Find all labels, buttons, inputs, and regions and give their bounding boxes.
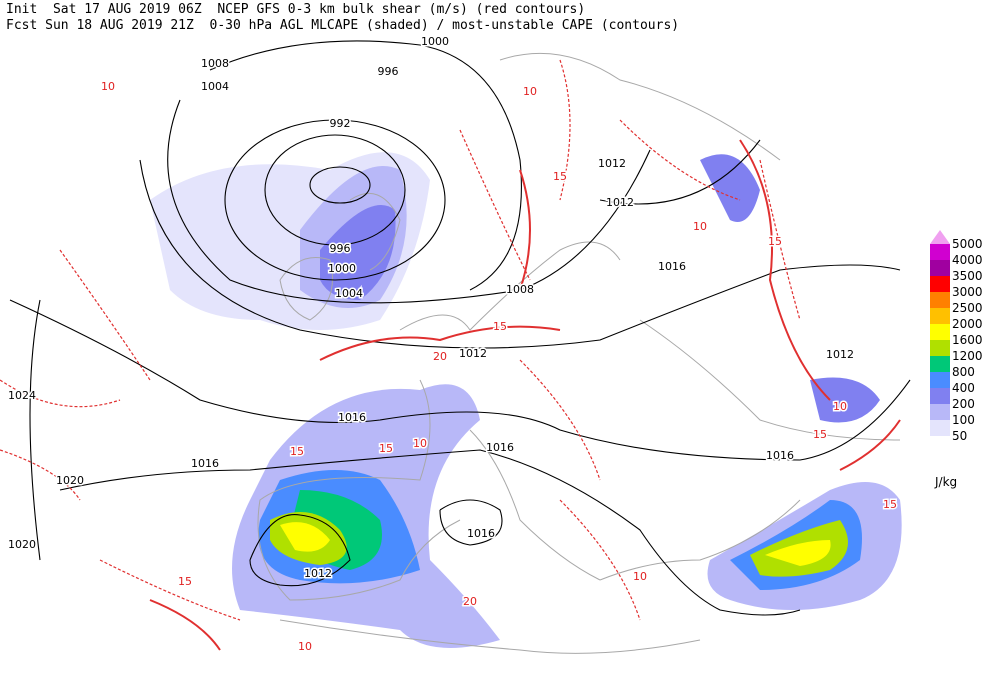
- isobar-label: 1008: [506, 283, 534, 296]
- isobar-label: 1012: [598, 157, 626, 170]
- isobar-label: 1008: [201, 57, 229, 70]
- shear-label: 15: [379, 442, 393, 455]
- legend-label: 3000: [952, 285, 983, 299]
- legend-swatch: [930, 230, 950, 244]
- isobar-label: 996: [330, 242, 351, 255]
- isobar-label: 996: [378, 65, 399, 78]
- shear-label: 10: [101, 80, 115, 93]
- legend-label: 4000: [952, 253, 983, 267]
- isobar-label: 1012: [606, 196, 634, 209]
- shear-label: 10: [413, 437, 427, 450]
- shear-label: 10: [523, 85, 537, 98]
- shear-label: 10: [833, 400, 847, 413]
- legend-label: 400: [952, 381, 975, 395]
- isobar-label: 1016: [486, 441, 514, 454]
- shear-label: 10: [633, 570, 647, 583]
- legend-swatch: [930, 388, 950, 404]
- isobar-label: 1000: [328, 262, 356, 275]
- isobar-label: 1012: [459, 347, 487, 360]
- legend-swatch: [930, 324, 950, 340]
- legend-label: 5000: [952, 237, 983, 251]
- legend-swatch: [930, 292, 950, 308]
- legend-swatch: [930, 356, 950, 372]
- shear-contours: [0, 59, 901, 651]
- shear-label: 20: [463, 595, 477, 608]
- isobar-label: 1012: [304, 567, 332, 580]
- legend-swatch: [930, 372, 950, 388]
- isobar-label: 1020: [56, 474, 84, 487]
- legend-label: 3500: [952, 269, 983, 283]
- isobar-label: 1004: [201, 80, 229, 93]
- cape-shading: [150, 152, 902, 648]
- legend-swatch: [930, 340, 950, 356]
- shear-label: 15: [290, 445, 304, 458]
- shear-label: 15: [813, 428, 827, 441]
- isobar-label: 1024: [8, 389, 36, 402]
- header-line: Fcst Sun 18 AUG 2019 21Z 0-30 hPa AGL ML…: [6, 18, 679, 33]
- shear-label: 15: [883, 498, 897, 511]
- legend-label: 200: [952, 397, 975, 411]
- legend-swatch: [930, 260, 950, 276]
- shear-label: 15: [493, 320, 507, 333]
- legend-swatch: [930, 276, 950, 292]
- isobar-label: 1016: [658, 260, 686, 273]
- isobar-label: 1016: [191, 457, 219, 470]
- shear-label: 15: [768, 235, 782, 248]
- isobar-label: 1012: [826, 348, 854, 361]
- legend-label: 1200: [952, 349, 983, 363]
- shear-label: 15: [178, 575, 192, 588]
- isobars: [9, 40, 911, 616]
- legend-swatch: [930, 420, 950, 436]
- legend-label: 2000: [952, 317, 983, 331]
- legend-swatch: [930, 244, 950, 260]
- legend-label: 2500: [952, 301, 983, 315]
- isobar-label: 1000: [421, 35, 449, 48]
- header-line: Init Sat 17 AUG 2019 06Z NCEP GFS 0-3 km…: [6, 2, 585, 17]
- contour-labels: 1000 1008 996 1004 992 1012 1012 996 1000 1016 100…: [7, 34, 899, 655]
- isobar-label: 1016: [338, 411, 366, 424]
- legend-unit: J/kg: [934, 475, 957, 489]
- legend-swatch: [930, 404, 950, 420]
- shear-label: 10: [298, 640, 312, 653]
- shear-label: 15: [553, 170, 567, 183]
- legend-label: 100: [952, 413, 975, 427]
- legend-label: 50: [952, 429, 967, 443]
- shear-label: 10: [693, 220, 707, 233]
- legend-label: 1600: [952, 333, 983, 347]
- isobar-label: 1016: [467, 527, 495, 540]
- legend: 5000 4000 3500 3000 2500 2000 1600 1200 800 400 20…: [930, 230, 983, 489]
- shear-label: 20: [433, 350, 447, 363]
- isobar-label: 1016: [766, 449, 794, 462]
- isobar-label: 992: [330, 117, 351, 130]
- isobar-label: 1020: [8, 538, 36, 551]
- isobar-label: 1004: [335, 287, 363, 300]
- legend-swatch: [930, 308, 950, 324]
- legend-label: 800: [952, 365, 975, 379]
